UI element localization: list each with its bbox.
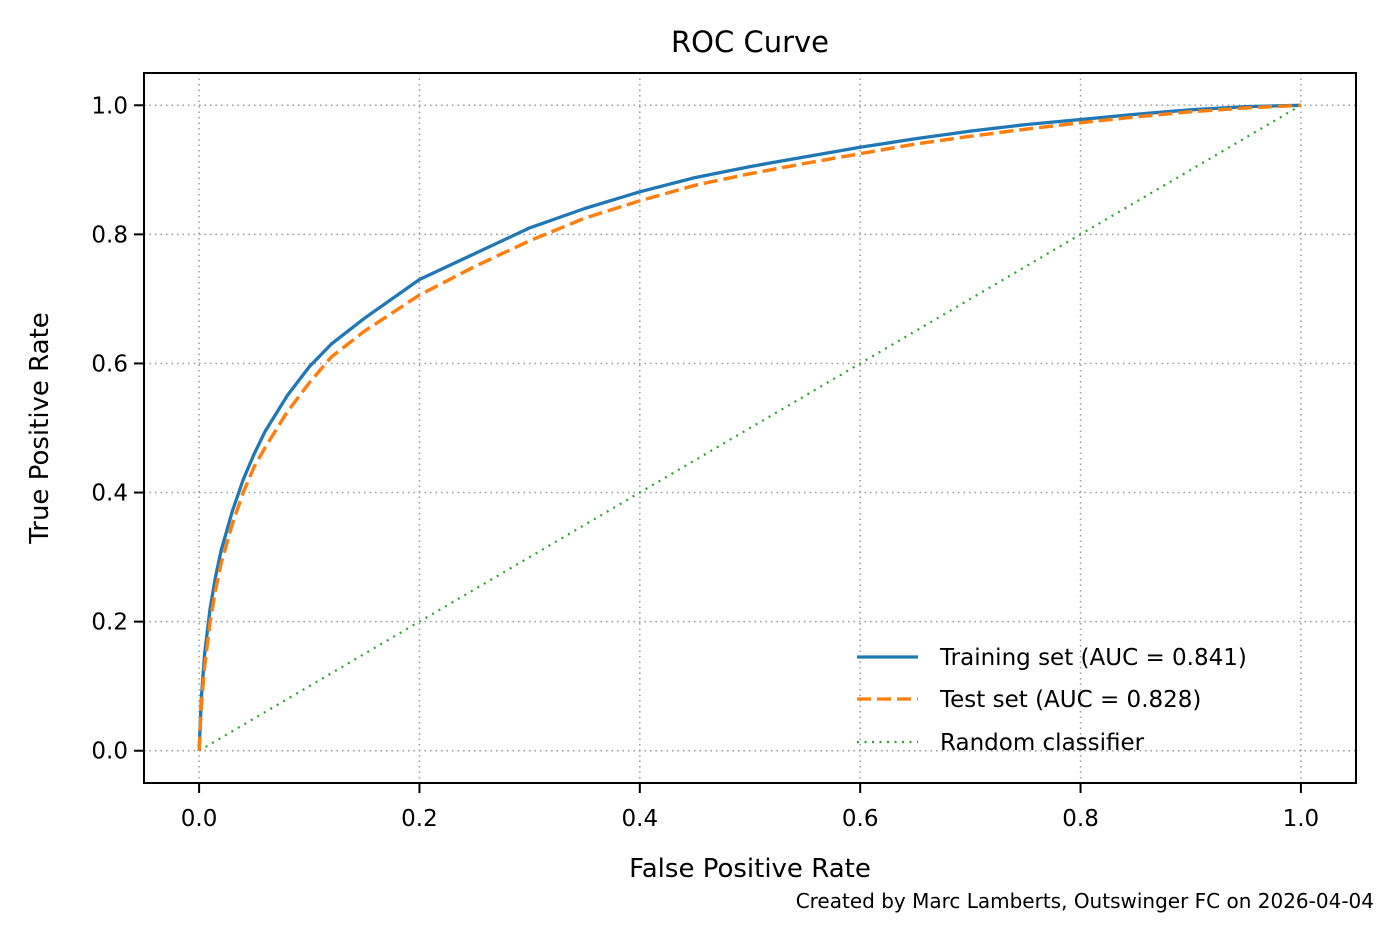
y-tick-label: 0.2: [91, 610, 128, 636]
series-line-test-overlay: [197, 103, 1301, 751]
y-tick-label: 0.8: [91, 222, 128, 248]
x-tick-label: 0.0: [181, 806, 218, 832]
x-tick-label: 0.6: [842, 806, 879, 832]
ticks: 0.0 0.2 0.4 0.6 0.8 1.0 0.0 0.2 0.4 0.6 0.8 1.0: [91, 93, 1319, 832]
series-line-training: [197, 103, 1301, 751]
y-tick-label: 1.0: [91, 93, 128, 119]
grid: [144, 73, 1356, 783]
series-line-random: [198, 104, 1302, 752]
y-axis-label: True Positive Rate: [25, 312, 55, 545]
y-tick-label: 0.4: [91, 481, 128, 507]
legend-label: Random classifier: [940, 730, 1145, 756]
x-axis-label: False Positive Rate: [629, 854, 871, 884]
plot-frame: [143, 72, 1357, 784]
x-tick-label: 1.0: [1283, 806, 1320, 832]
y-tick-label: 0.0: [91, 739, 128, 765]
legend-label: Training set (AUC = 0.841): [939, 645, 1247, 671]
footer-credit: Created by Marc Lamberts, Outswinger FC …: [795, 889, 1374, 913]
x-tick-label: 0.4: [622, 806, 659, 832]
legend: Training set (AUC = 0.841) Test set (AUC …: [857, 645, 1247, 756]
y-tick-label: 0.6: [91, 351, 128, 377]
x-tick-label: 0.2: [401, 806, 438, 832]
legend-label: Test set (AUC = 0.828): [939, 687, 1201, 713]
series-layer: [197, 103, 1302, 752]
x-tick-label: 0.8: [1062, 806, 1099, 832]
chart-title: ROC Curve: [671, 25, 829, 59]
